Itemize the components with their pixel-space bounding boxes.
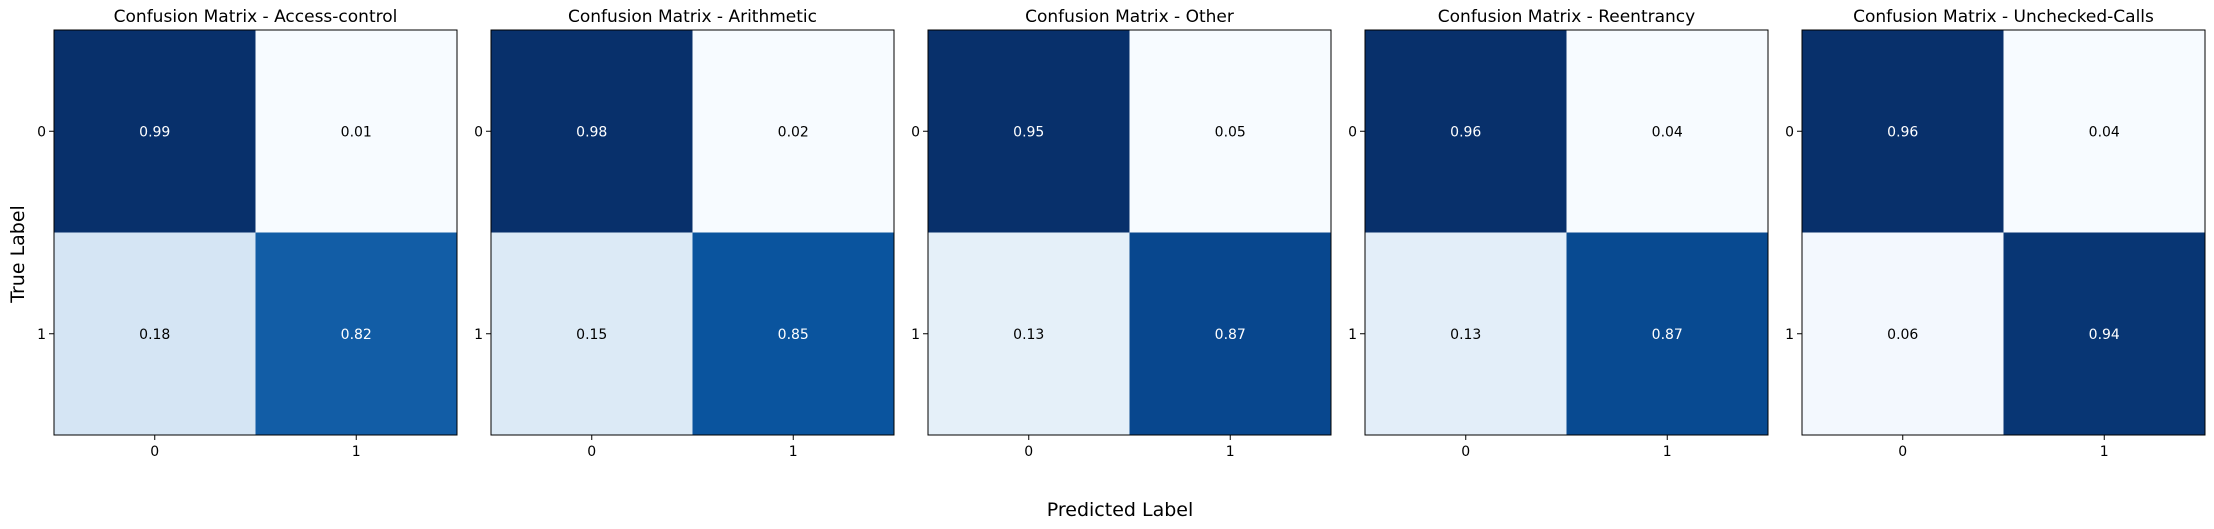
heatmap-cell: [491, 232, 693, 435]
cell-value-label: 0.13: [1450, 327, 1481, 343]
heatmap-panel-5: Confusion Matrix - Unchecked-Calls 0.96 0.…: [1785, 7, 2206, 460]
heatmap-cell: [928, 30, 1130, 233]
heatmap-cell: [1129, 232, 1331, 435]
y-tick-label: 1: [911, 327, 920, 343]
cell-value-label: 0.98: [576, 124, 607, 140]
heatmap-panel-4: Confusion Matrix - Reentrancy 0.96 0.04 0.1…: [1348, 7, 1769, 460]
y-tick-label: 0: [911, 124, 920, 140]
x-tick-label: 1: [352, 444, 361, 460]
cell-value-label: 0.18: [139, 327, 170, 343]
cell-value-label: 0.04: [2089, 124, 2120, 140]
heatmap-cell: [54, 30, 256, 233]
y-tick-label: 0: [1785, 124, 1794, 140]
panel-frame: [53, 29, 458, 436]
cell-value-label: 0.94: [2089, 327, 2120, 343]
heatmap-cell: [491, 30, 693, 233]
x-tick-label: 1: [789, 444, 798, 460]
y-axis-label: True Label: [7, 205, 29, 304]
x-tick-label: 0: [1024, 444, 1033, 460]
heatmap-cell: [1365, 232, 1567, 435]
y-tick-label: 0: [1348, 124, 1357, 140]
y-tick-label: 0: [474, 124, 483, 140]
panel-frame: [1801, 29, 2206, 436]
x-axis-label: Predicted Label: [1047, 499, 1194, 521]
x-tick-label: 0: [1461, 444, 1470, 460]
heatmap-cell: [54, 232, 256, 435]
panel-title: Confusion Matrix - Unchecked-Calls: [1853, 7, 2154, 27]
heatmap-cell: [255, 30, 457, 233]
cell-value-label: 0.85: [778, 327, 809, 343]
heatmap-cell: [255, 232, 457, 435]
heatmap-cell: [1802, 30, 2004, 233]
heatmap-cell: [692, 232, 894, 435]
heatmap-cell: [2003, 30, 2205, 233]
cell-value-label: 0.06: [1887, 327, 1918, 343]
cell-value-label: 0.13: [1013, 327, 1044, 343]
heatmap-cell: [692, 30, 894, 233]
cell-value-label: 0.87: [1652, 327, 1683, 343]
x-tick-label: 0: [150, 444, 159, 460]
y-tick-label: 1: [1785, 327, 1794, 343]
heatmap-panel-1: Confusion Matrix - Access-control 0.99 0.0…: [37, 7, 458, 460]
x-tick-label: 0: [587, 444, 596, 460]
y-tick-label: 1: [474, 327, 483, 343]
y-tick-label: 1: [1348, 327, 1357, 343]
panel-title: Confusion Matrix - Access-control: [114, 7, 398, 27]
cell-value-label: 0.01: [341, 124, 372, 140]
cell-value-label: 0.04: [1652, 124, 1683, 140]
heatmap-cell: [1566, 30, 1768, 233]
y-tick-label: 1: [37, 327, 46, 343]
cell-value-label: 0.02: [778, 124, 809, 140]
cell-value-label: 0.96: [1887, 124, 1918, 140]
cell-value-label: 0.05: [1215, 124, 1246, 140]
heatmap-panels: Confusion Matrix - Access-control 0.99 0.0…: [37, 7, 2206, 460]
heatmap-cell: [928, 232, 1130, 435]
y-tick-label: 0: [37, 124, 46, 140]
panel-frame: [490, 29, 895, 436]
cell-value-label: 0.99: [139, 124, 170, 140]
cell-value-label: 0.87: [1215, 327, 1246, 343]
x-tick-label: 1: [2100, 444, 2109, 460]
panel-title: Confusion Matrix - Other: [1025, 7, 1234, 27]
cell-value-label: 0.95: [1013, 124, 1044, 140]
cell-value-label: 0.15: [576, 327, 607, 343]
cell-value-label: 0.82: [341, 327, 372, 343]
cell-value-label: 0.96: [1450, 124, 1481, 140]
x-tick-label: 0: [1898, 444, 1907, 460]
heatmap-cell: [1566, 232, 1768, 435]
heatmap-panel-3: Confusion Matrix - Other 0.95 0.05 0.13 0.87…: [911, 7, 1332, 460]
panel-frame: [1364, 29, 1769, 436]
heatmap-cell: [2003, 232, 2205, 435]
panel-frame: [927, 29, 1332, 436]
heatmap-cell: [1802, 232, 2004, 435]
x-tick-label: 1: [1663, 444, 1672, 460]
heatmap-panel-2: Confusion Matrix - Arithmetic 0.98 0.02 0.1…: [474, 7, 895, 460]
heatmap-cell: [1365, 30, 1567, 233]
heatmap-cell: [1129, 30, 1331, 233]
panel-title: Confusion Matrix - Arithmetic: [568, 7, 817, 27]
panel-title: Confusion Matrix - Reentrancy: [1438, 7, 1695, 27]
x-tick-label: 1: [1226, 444, 1235, 460]
